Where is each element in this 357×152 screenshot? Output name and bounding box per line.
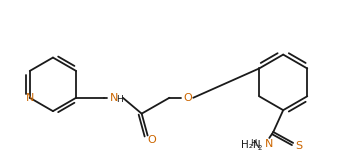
Text: H: H [116,95,123,104]
Text: N: N [265,139,274,149]
Text: H₂N: H₂N [241,140,260,150]
Text: O: O [147,135,156,145]
Text: N: N [26,93,34,103]
Text: N: N [110,93,118,103]
Text: H: H [250,139,257,148]
Text: O: O [183,93,192,103]
Text: 2: 2 [257,145,262,151]
Text: S: S [296,141,303,151]
